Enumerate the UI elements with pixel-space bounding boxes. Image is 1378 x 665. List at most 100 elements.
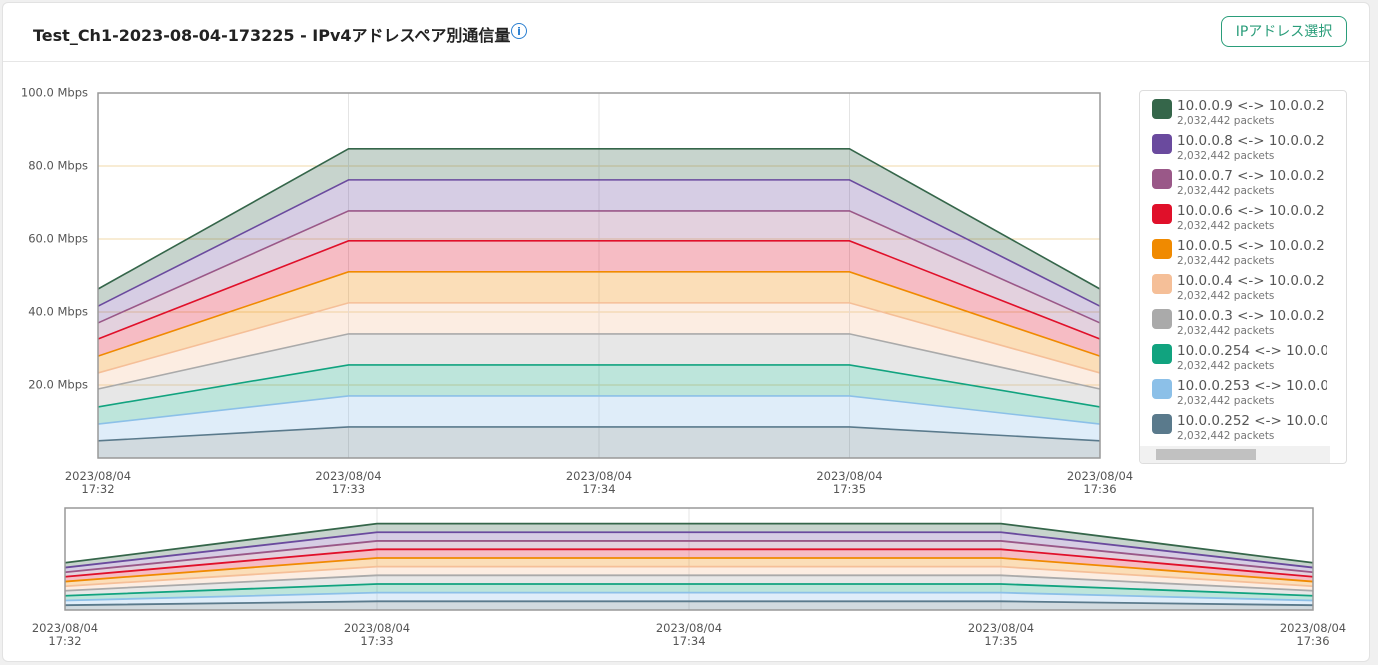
- legend-swatch: [1152, 134, 1172, 154]
- legend-item[interactable]: 10.0.0.3 <-> 10.0.0.2 2,032,442 packets: [1152, 307, 1327, 339]
- series-line: [97, 179, 1101, 307]
- x-tick-label: 2023/08/04 17:35: [816, 469, 883, 496]
- series-line: [97, 302, 1101, 374]
- select-button[interactable]: IPアドレス選択: [1221, 16, 1347, 47]
- legend-label: 10.0.0.253 <-> 10.0.0.2: [1177, 378, 1327, 394]
- legend-packets: 2,032,442 packets: [1177, 115, 1275, 127]
- legend-swatch: [1152, 204, 1172, 224]
- x-tick-label: 2023/08/04 17:34: [655, 621, 723, 648]
- title: Test_Ch1-2023-08-04-173225 - IPv4アドレスペア別…: [33, 26, 511, 45]
- series-line: [64, 531, 1314, 569]
- legend-swatch: [1152, 309, 1172, 329]
- series-line: [64, 548, 1314, 578]
- y-tick-label: 60.0 Mbps: [28, 232, 88, 246]
- legend-label: 10.0.0.5 <-> 10.0.0.2: [1177, 238, 1325, 254]
- x-tick-label: 2023/08/04 17:36: [1066, 469, 1134, 496]
- series-line: [97, 395, 1101, 425]
- legend-packets: 2,032,442 packets: [1177, 290, 1275, 302]
- area-fill: [98, 302, 1100, 390]
- y-tick-label: 80.0 Mbps: [28, 159, 88, 173]
- series-line: [97, 364, 1101, 408]
- legend-label: 10.0.0.254 <-> 10.0.0.2: [1177, 343, 1327, 359]
- area-fill: [65, 575, 1313, 596]
- series-line: [64, 557, 1314, 583]
- legend-item[interactable]: 10.0.0.7 <-> 10.0.0.2 2,032,442 packets: [1152, 167, 1327, 199]
- series-line: [97, 148, 1101, 290]
- area-fill: [98, 333, 1100, 407]
- x-tick-label: 2023/08/04 17:33: [315, 469, 382, 496]
- area-fill: [98, 271, 1100, 373]
- area-fill: [65, 540, 1313, 577]
- series-line: [97, 240, 1101, 340]
- area-fill: [65, 557, 1313, 587]
- legend-item[interactable]: 10.0.0.4 <-> 10.0.0.2 2,032,442 packets: [1152, 272, 1327, 304]
- legend-label: 10.0.0.8 <-> 10.0.0.2: [1177, 133, 1325, 149]
- area-fill: [98, 426, 1100, 458]
- area-fill: [98, 395, 1100, 441]
- series-line: [97, 333, 1101, 390]
- y-tick-label: 40.0 Mbps: [28, 305, 88, 319]
- area-fill: [98, 179, 1100, 323]
- series-line: [64, 565, 1314, 588]
- legend-item[interactable]: 10.0.0.252 <-> 10.0.0.2 2,032,442 packets: [1152, 412, 1327, 444]
- legend-packets: 2,032,442 packets: [1177, 325, 1275, 337]
- legend-swatch: [1152, 274, 1172, 294]
- x-tick-label: 2023/08/04 17:33: [343, 621, 411, 648]
- area-fill: [98, 210, 1100, 340]
- series-line: [64, 522, 1314, 564]
- area-fill: [98, 240, 1100, 357]
- header: Test_Ch1-2023-08-04-173225 - IPv4アドレスペア別…: [3, 3, 1369, 62]
- legend-packets: 2,032,442 packets: [1177, 360, 1275, 372]
- area-fill: [65, 592, 1313, 606]
- legend-swatch: [1152, 344, 1172, 364]
- series-line: [64, 540, 1314, 574]
- legend-label: 10.0.0.9 <-> 10.0.0.2: [1177, 98, 1325, 114]
- area-fill: [65, 566, 1313, 591]
- legend-packets: 2,032,442 packets: [1177, 220, 1275, 232]
- legend-item[interactable]: 10.0.0.5 <-> 10.0.0.2 2,032,442 packets: [1152, 237, 1327, 269]
- series-line: [64, 600, 1314, 607]
- series-line: [97, 210, 1101, 324]
- series-line: [64, 591, 1314, 602]
- legend-label: 10.0.0.6 <-> 10.0.0.2: [1177, 203, 1325, 219]
- legend-swatch: [1152, 99, 1172, 119]
- area-fill: [65, 601, 1313, 610]
- x-tick-label: 2023/08/04 17:32: [64, 469, 132, 496]
- x-tick-label: 2023/08/04 17:36: [1279, 621, 1347, 648]
- legend-item[interactable]: 10.0.0.253 <-> 10.0.0.2 2,032,442 packets: [1152, 377, 1327, 409]
- legend-item[interactable]: 10.0.0.6 <-> 10.0.0.2 2,032,442 packets: [1152, 202, 1327, 234]
- legend-label: 10.0.0.252 <-> 10.0.0.2: [1177, 413, 1327, 429]
- y-tick-label: 100.0 Mbps: [21, 86, 88, 100]
- area-fill: [98, 364, 1100, 425]
- y-tick-label: 20.0 Mbps: [28, 378, 88, 392]
- legend-label: 10.0.0.7 <-> 10.0.0.2: [1177, 168, 1325, 184]
- legend-swatch: [1152, 414, 1172, 434]
- legend-swatch: [1152, 169, 1172, 189]
- legend-packets: 2,032,442 packets: [1177, 395, 1275, 407]
- scrollbar[interactable]: [1140, 446, 1330, 463]
- x-tick-label: 2023/08/04 17:35: [967, 621, 1035, 648]
- legend-packets: 2,032,442 packets: [1177, 255, 1275, 267]
- legend-packets: 2,032,442 packets: [1177, 185, 1275, 197]
- legend-item[interactable]: 10.0.0.9 <-> 10.0.0.2 2,032,442 packets: [1152, 97, 1327, 129]
- info-icon[interactable]: i: [511, 23, 527, 39]
- legend: 10.0.0.9 <-> 10.0.0.2 2,032,442 packets 10…: [1139, 90, 1347, 464]
- x-tick-label: 2023/08/04 17:34: [565, 469, 633, 496]
- plot-border: [97, 92, 1101, 459]
- legend-item[interactable]: 10.0.0.254 <-> 10.0.0.2 2,032,442 packets: [1152, 342, 1327, 374]
- legend-packets: 2,032,442 packets: [1177, 430, 1275, 442]
- plot-border: [64, 507, 1314, 611]
- legend-label: 10.0.0.4 <-> 10.0.0.2: [1177, 273, 1325, 289]
- x-tick-label: 2023/08/04 17:32: [31, 621, 99, 648]
- series-line: [64, 583, 1314, 597]
- legend-label: 10.0.0.3 <-> 10.0.0.2: [1177, 308, 1325, 324]
- series-line: [97, 271, 1101, 357]
- scroll-thumb[interactable]: [1156, 449, 1256, 460]
- series-line: [97, 426, 1101, 442]
- series-line: [64, 574, 1314, 592]
- legend-swatch: [1152, 239, 1172, 259]
- legend-item[interactable]: 10.0.0.8 <-> 10.0.0.2 2,032,442 packets: [1152, 132, 1327, 164]
- legend-swatch: [1152, 379, 1172, 399]
